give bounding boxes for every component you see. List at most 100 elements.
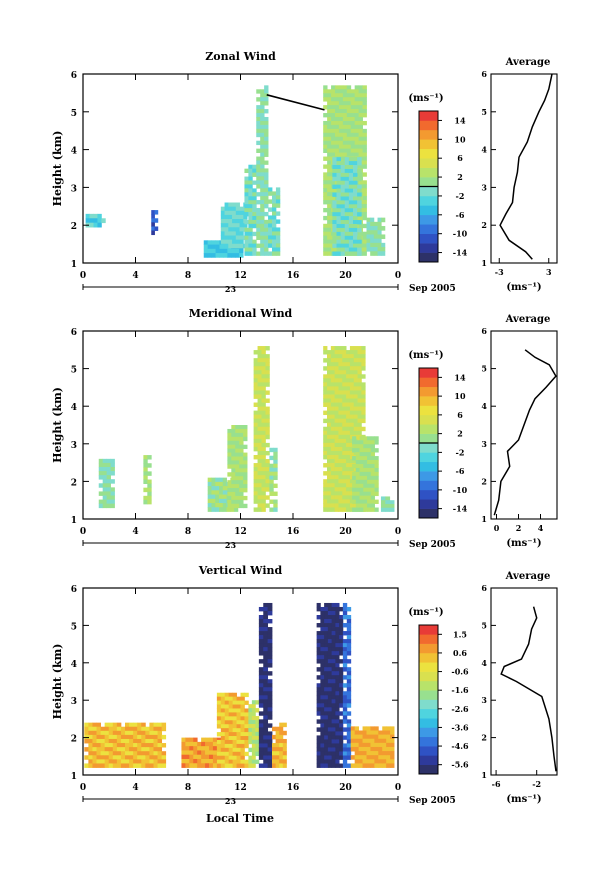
heatmap-cell — [338, 386, 343, 391]
heatmap-cell — [332, 220, 337, 225]
heatmap-cell — [357, 362, 362, 367]
heatmap-cell — [327, 235, 332, 241]
heatmap-cell — [279, 738, 284, 744]
heatmap-cell — [353, 200, 358, 205]
heatmap-cell — [336, 184, 342, 190]
heatmap-cell — [361, 426, 366, 432]
heatmap-cell — [327, 196, 332, 201]
heatmap-cell — [362, 196, 367, 201]
average-profile-line — [493, 349, 557, 516]
heatmap-cell — [220, 692, 226, 698]
heatmap-cell — [220, 235, 225, 241]
heatmap-cell — [244, 736, 249, 741]
heatmap-cell — [244, 204, 249, 209]
heatmap-cell — [366, 763, 371, 768]
heatmap-cell — [358, 132, 363, 138]
heatmap-cell — [327, 251, 332, 256]
heatmap-cell — [359, 495, 364, 501]
heatmap-cell — [359, 499, 364, 504]
heatmap-cell — [100, 763, 106, 768]
heatmap-cell — [342, 487, 347, 492]
heatmap-cell — [359, 463, 364, 469]
heatmap-cell — [227, 452, 232, 457]
heatmap-cell — [374, 467, 379, 473]
heatmap-cell — [320, 707, 325, 712]
heatmap-cell — [253, 394, 258, 399]
y-tick-label: 6 — [71, 71, 77, 81]
heatmap-cell — [102, 499, 108, 505]
heatmap-cell — [112, 763, 118, 768]
heatmap-cell — [228, 202, 233, 208]
heatmap-cell — [370, 247, 375, 252]
heatmap-cell — [253, 454, 258, 460]
heatmap-cell — [362, 243, 367, 248]
heatmap-cell — [256, 140, 261, 146]
heatmap-cell — [331, 703, 336, 708]
heatmap-cell — [243, 503, 248, 509]
heatmap-cell — [374, 746, 379, 752]
heatmap-cell — [205, 763, 210, 768]
heatmap-cell — [239, 499, 244, 505]
y-tick-label: 5 — [71, 109, 77, 119]
heatmap-cell — [346, 402, 351, 407]
heatmap-cell — [239, 452, 244, 457]
heatmap-cell — [334, 483, 339, 488]
heatmap-cell — [257, 471, 262, 476]
heatmap-cell — [342, 120, 348, 126]
heatmap-cell — [252, 212, 257, 217]
heatmap-cell — [255, 716, 260, 721]
heatmap-cell — [349, 499, 355, 504]
average-x-tick-label: 0 — [494, 523, 500, 533]
heatmap-cell — [377, 234, 382, 240]
heatmap-cell — [275, 235, 281, 240]
heatmap-cell — [260, 97, 265, 102]
heatmap-cell — [353, 426, 358, 432]
y-tick-label: 5 — [71, 366, 77, 376]
heatmap-cell — [181, 754, 186, 760]
heatmap-cell — [363, 463, 368, 469]
heatmap-cell — [390, 742, 395, 748]
heatmap-cell — [133, 722, 138, 728]
heatmap-cell — [363, 503, 368, 508]
heatmap-cell — [240, 712, 245, 717]
average-x-label: (ms⁻¹) — [506, 282, 541, 293]
heatmap-cell — [216, 704, 222, 709]
heatmap-cell — [336, 168, 342, 174]
heatmap-cell — [390, 755, 395, 760]
heatmap-cell — [342, 105, 348, 110]
heatmap-cell — [316, 687, 321, 692]
heatmap-cell — [264, 172, 269, 177]
heatmap-cell — [352, 507, 357, 512]
heatmap-cell — [330, 362, 336, 367]
heatmap-cell — [207, 477, 212, 483]
heatmap-cell — [366, 247, 371, 252]
heatmap-cell — [189, 758, 194, 764]
heatmap-cell — [335, 136, 340, 142]
heatmap-cell — [248, 200, 253, 205]
heatmap-cell — [349, 346, 355, 351]
heatmap-cell — [231, 460, 236, 465]
heatmap-cell — [338, 491, 343, 496]
heatmap-cell — [228, 759, 234, 764]
heatmap-cell — [102, 479, 108, 484]
heatmap-cell — [342, 479, 347, 484]
heatmap-cell — [228, 724, 234, 729]
heatmap-cell — [339, 699, 344, 704]
heatmap-cell — [267, 743, 273, 748]
heatmap-cell — [331, 627, 336, 632]
heatmap-cell — [232, 743, 237, 749]
heatmap-cell — [324, 659, 329, 664]
heatmap-cell — [260, 109, 265, 114]
heatmap-cell — [269, 491, 274, 496]
heatmap-cell — [143, 463, 148, 468]
heatmap-cell — [370, 507, 375, 512]
average-y-tick-label: 3 — [481, 182, 487, 192]
heatmap-cell — [357, 168, 362, 174]
heatmap-cell — [279, 743, 284, 748]
heatmap-cell — [265, 503, 270, 508]
heatmap-cell — [335, 602, 340, 608]
heatmap-cell — [257, 350, 262, 355]
heatmap-cell — [338, 459, 343, 464]
heatmap-cell — [231, 253, 236, 258]
heatmap-cell — [263, 731, 269, 736]
